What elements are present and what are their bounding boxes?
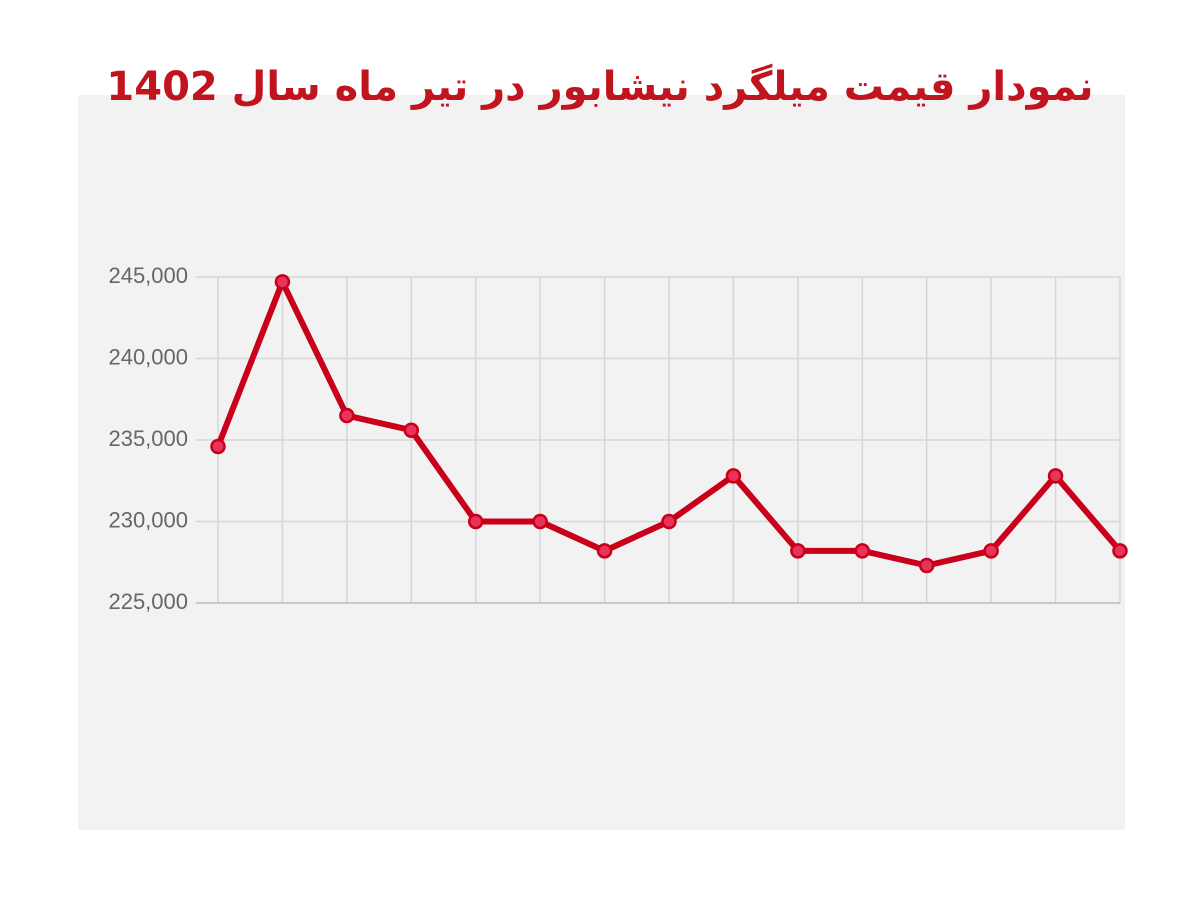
point <box>403 422 420 438</box>
point <box>467 513 484 530</box>
point <box>918 557 935 574</box>
y-tick-label: 245,000 <box>108 263 188 288</box>
point <box>661 513 677 530</box>
point <box>854 543 871 559</box>
chart-title: نمودار قیمت میلگرد نیشابور در تیر ماه سا… <box>106 63 1093 110</box>
point <box>725 468 742 484</box>
point <box>983 543 999 559</box>
point <box>1112 543 1128 559</box>
point <box>532 513 548 530</box>
point <box>1047 468 1064 484</box>
point <box>790 543 806 559</box>
y-tick-label: 240,000 <box>108 344 188 369</box>
point <box>274 274 291 290</box>
point <box>210 438 226 455</box>
y-tick-label: 225,000 <box>108 589 188 614</box>
panel <box>78 95 1125 830</box>
y-tick-label: 230,000 <box>108 507 188 532</box>
point <box>596 543 613 559</box>
y-tick-label: 235,000 <box>108 426 188 451</box>
point <box>339 407 355 424</box>
